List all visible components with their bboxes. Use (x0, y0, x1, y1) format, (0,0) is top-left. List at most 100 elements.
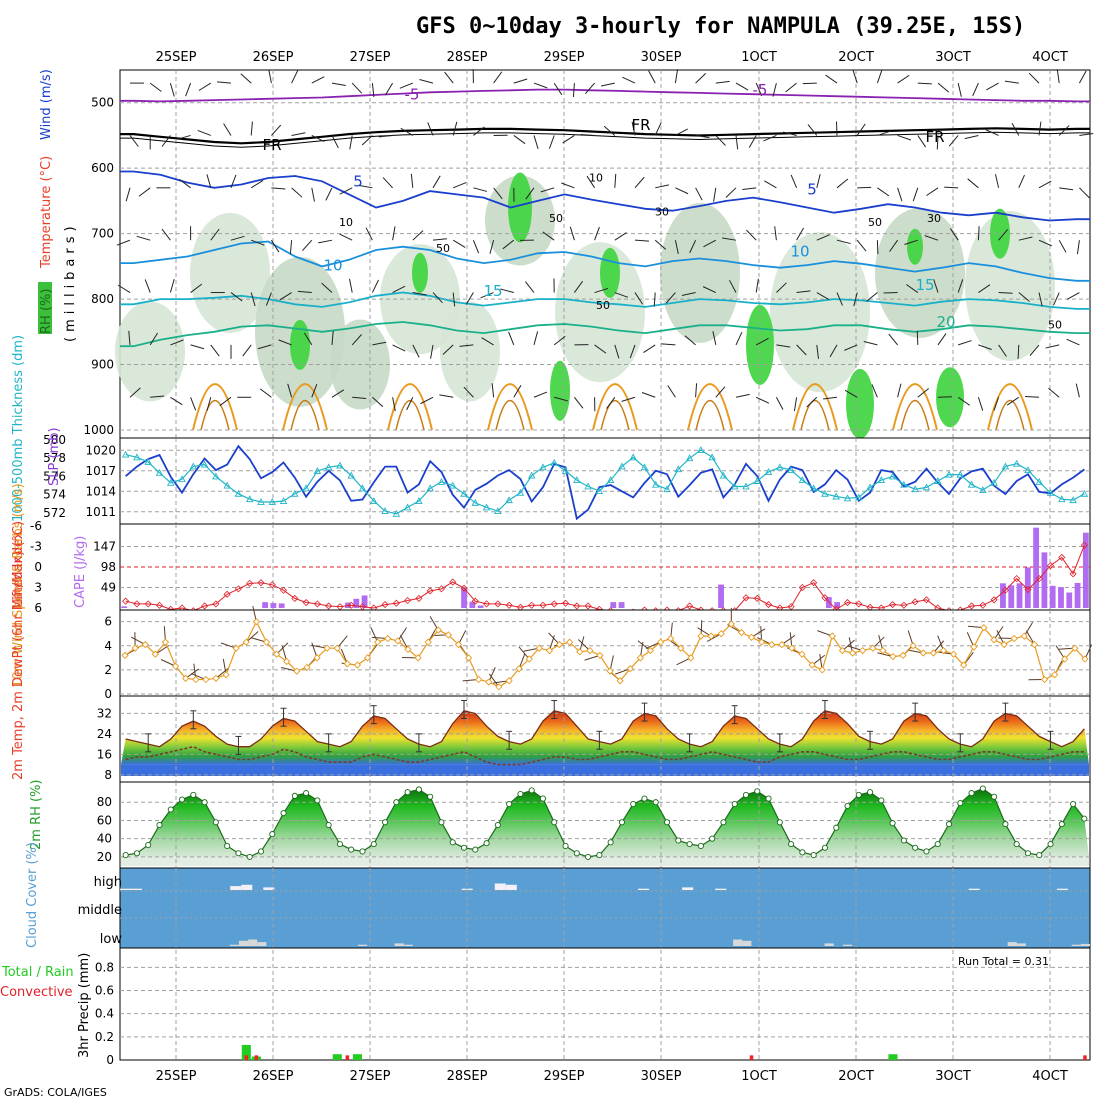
thickness-point (866, 483, 874, 491)
upper-barb (877, 130, 891, 136)
thickness-point (347, 471, 355, 479)
upper-barb (144, 279, 151, 293)
thickness-point (200, 460, 209, 468)
upper-barb (513, 385, 522, 398)
rh-shading (115, 172, 1055, 439)
upper-barb (371, 83, 375, 98)
upper-barb (271, 124, 282, 136)
rh-point (257, 848, 265, 855)
upper-barb (755, 396, 770, 404)
thickness-point (133, 453, 141, 461)
upper-barb (836, 239, 851, 245)
rh-high-blob (907, 228, 923, 265)
thickness-point (166, 478, 175, 486)
rh-point (167, 806, 174, 813)
lifted-point (268, 581, 276, 589)
upper-barb (917, 82, 932, 85)
wind-point (505, 677, 513, 685)
rh-point (900, 837, 907, 844)
rh-point (618, 819, 625, 826)
cloud-bar-high (1056, 888, 1068, 890)
contour-label: 50 (436, 242, 450, 255)
cape-bar (1058, 587, 1064, 608)
upper-barb (339, 233, 353, 241)
upper-barb (465, 292, 474, 305)
upper-barb (480, 292, 494, 299)
upper-barb (776, 282, 787, 293)
rh-tick: 40 (97, 832, 112, 846)
wind-point (252, 618, 261, 626)
upper-barb (876, 69, 883, 84)
upper-barb (240, 73, 252, 84)
upper-barb (746, 229, 757, 241)
rh-point (404, 789, 411, 796)
lifted-index-label: Lifted Index (11, 531, 26, 608)
lifted-point (404, 596, 412, 605)
upper-barb (553, 335, 566, 346)
wind-point (242, 638, 250, 646)
lifted-point (133, 600, 141, 608)
rh-legend-swatch (38, 282, 52, 334)
upper-barb (562, 135, 575, 144)
upper-barb (967, 178, 979, 189)
upper-barb (944, 186, 959, 189)
rh-grid (120, 782, 1090, 868)
thickness-point (730, 482, 739, 490)
slp-ticks: 572 574 576 578 580 1011 1014 1017 1020 (43, 433, 116, 520)
surface-barb (751, 628, 766, 638)
contour-label: 5 (353, 173, 363, 191)
cloud-bar-high (682, 887, 694, 890)
rh-point (359, 848, 366, 855)
isotherm-FR-secondary (120, 131, 1090, 148)
rh-point (799, 849, 806, 856)
isotherm--5 (120, 88, 1090, 103)
surface-barb (697, 627, 712, 637)
wind-point (636, 654, 645, 662)
contour-label: 50 (868, 216, 882, 229)
precip-bar-rain (888, 1054, 898, 1060)
surface-barb (488, 673, 500, 688)
cloud-bar-high (241, 884, 253, 890)
thickness-point (685, 454, 694, 462)
thickness-point (956, 470, 965, 478)
warm-contour (192, 383, 238, 431)
wind-point (747, 633, 756, 641)
rh-point (483, 840, 490, 847)
upper-barb (755, 337, 769, 346)
upper-barb (1011, 122, 1020, 136)
upper-barb (877, 187, 890, 197)
upper-barb (508, 331, 515, 346)
precip-grid (120, 950, 1090, 1060)
wind-point (525, 655, 533, 663)
wind-point (737, 628, 746, 637)
upper-barb (1078, 70, 1087, 84)
upper-barb (1048, 387, 1060, 398)
rh-point (923, 848, 930, 855)
upper-barb (412, 230, 424, 241)
upper-barb (622, 76, 636, 84)
cape-bar (618, 602, 625, 608)
upper-barb (442, 344, 454, 355)
upper-barb (695, 383, 698, 398)
thickness-point (573, 476, 581, 484)
upper-barb (525, 187, 535, 200)
slp-tick: 1014 (85, 484, 116, 498)
upper-barb (978, 284, 991, 293)
thickness-point (1024, 466, 1032, 474)
upper-barb (372, 396, 384, 408)
lifted-point (392, 599, 400, 607)
upper-barb (957, 279, 964, 293)
upper-air-panel: 500 600 700 800 900 1000 -5 -5 FR FR FR 5 5 10 10 15 15… (38, 69, 1094, 439)
upper-barb (271, 187, 286, 190)
cloud-bar-low (394, 943, 404, 946)
upper-barb (125, 187, 131, 202)
upper-barb (936, 135, 939, 150)
upper-barb (206, 174, 212, 188)
upper-barb (219, 396, 232, 407)
wind-point (970, 643, 978, 651)
rh-point (370, 841, 377, 848)
cloud-bar-low (1071, 944, 1081, 946)
upper-y-labels: RH (%) Temperature (°C) Wind (m/s) (mill… (38, 69, 78, 342)
upper-barb (993, 397, 1000, 411)
upper-barb (621, 396, 636, 402)
